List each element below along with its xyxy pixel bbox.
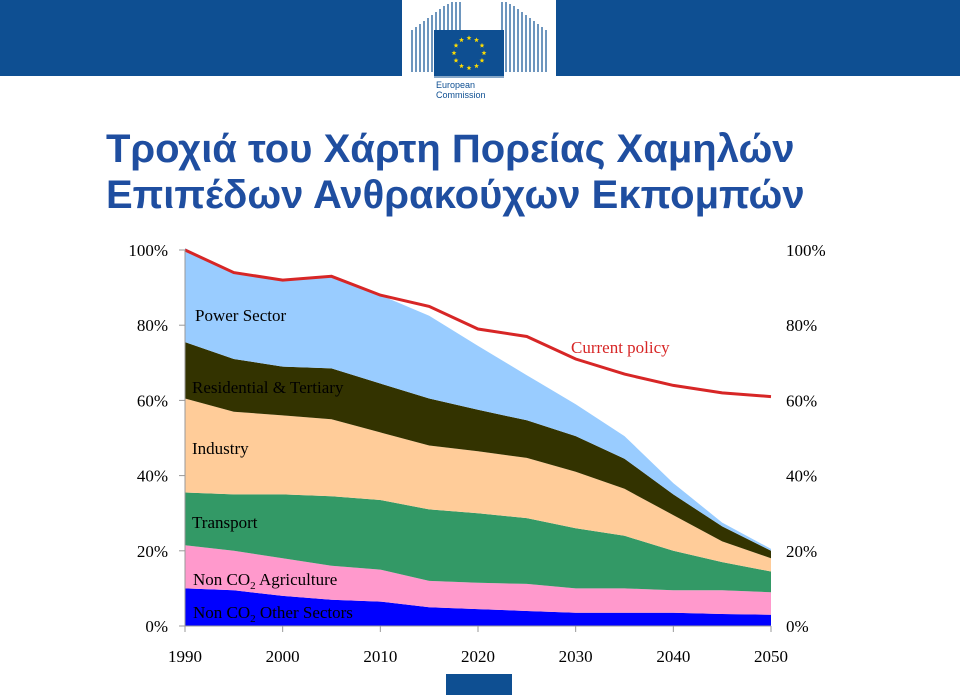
area-series-1 bbox=[185, 545, 771, 615]
current-policy-line bbox=[184, 248, 772, 399]
series-label: Transport bbox=[192, 513, 258, 532]
page-title: Τροχιά του Χάρτη Πορείας Χαμηλών Επιπέδω… bbox=[106, 126, 936, 218]
y-tick-label-right: 0% bbox=[786, 617, 809, 636]
eu-star-icon bbox=[479, 42, 485, 48]
x-tick-label: 2010 bbox=[363, 647, 397, 666]
area-series-2 bbox=[185, 492, 771, 593]
y-tick-label-right: 100% bbox=[786, 241, 826, 260]
eu-star-icon bbox=[481, 50, 487, 56]
eu-star-icon bbox=[451, 50, 457, 56]
y-tick-label-left: 100% bbox=[128, 241, 168, 260]
x-tick-label: 1990 bbox=[168, 647, 202, 666]
eu-star-icon bbox=[479, 57, 485, 63]
series-label: Power Sector bbox=[195, 306, 286, 325]
eu-star-icon bbox=[453, 42, 459, 48]
eu-star-icon bbox=[459, 63, 464, 69]
x-tick-label: 2030 bbox=[559, 647, 593, 666]
x-tick-label: 2050 bbox=[754, 647, 788, 666]
y-tick-label-left: 0% bbox=[145, 617, 168, 636]
area-series-4 bbox=[185, 342, 771, 559]
emissions-area-chart: 0% 0% 20% 20% 40% 40% 60% 60% 80% 80% 100% 100% 1990… bbox=[128, 241, 826, 666]
area-series-3 bbox=[185, 398, 771, 572]
logo-line-european: European bbox=[436, 80, 476, 90]
y-tick-label-left: 80% bbox=[137, 316, 168, 335]
series-label: Industry bbox=[192, 439, 249, 458]
berlaymont-building-icon bbox=[411, 2, 547, 78]
eu-star-icon bbox=[466, 35, 472, 41]
eu-star-icon bbox=[474, 63, 479, 69]
y-tick-label-left: 20% bbox=[137, 542, 168, 561]
y-tick-label-left: 40% bbox=[137, 467, 168, 486]
european-commission-logo: European Commission bbox=[402, 0, 556, 108]
y-tick-label-right: 80% bbox=[786, 316, 817, 335]
area-series-5 bbox=[185, 248, 771, 551]
eu-star-icon bbox=[453, 57, 459, 63]
series-label: Non CO2 Agriculture bbox=[193, 570, 337, 592]
series-label: Non CO2 Other Sectors bbox=[193, 603, 353, 625]
area-series-0 bbox=[185, 588, 771, 626]
eu-star-icon bbox=[474, 37, 479, 43]
y-tick-label-left: 60% bbox=[137, 391, 168, 410]
x-tick-label: 2000 bbox=[266, 647, 300, 666]
y-tick-label-right: 20% bbox=[786, 542, 817, 561]
logo-line-commission: Commission bbox=[436, 90, 486, 100]
footer-tab bbox=[446, 674, 512, 695]
y-tick-label-right: 40% bbox=[786, 467, 817, 486]
logo-label: European Commission bbox=[436, 80, 486, 100]
title-line-2: Επιπέδων Ανθρακούχων Εκπομπών bbox=[106, 173, 805, 217]
series-label: Residential & Tertiary bbox=[192, 378, 344, 397]
title-line-1: Τροχιά του Χάρτη Πορείας Χαμηλών bbox=[106, 127, 795, 171]
eu-stars-icon bbox=[451, 35, 487, 71]
eu-star-icon bbox=[459, 37, 464, 43]
x-tick-label: 2020 bbox=[461, 647, 495, 666]
area-series-group bbox=[185, 248, 771, 626]
x-tick-label: 2040 bbox=[656, 647, 690, 666]
current-policy-label: Current policy bbox=[571, 338, 670, 357]
eu-star-icon bbox=[466, 65, 472, 71]
y-tick-label-right: 60% bbox=[786, 391, 817, 410]
